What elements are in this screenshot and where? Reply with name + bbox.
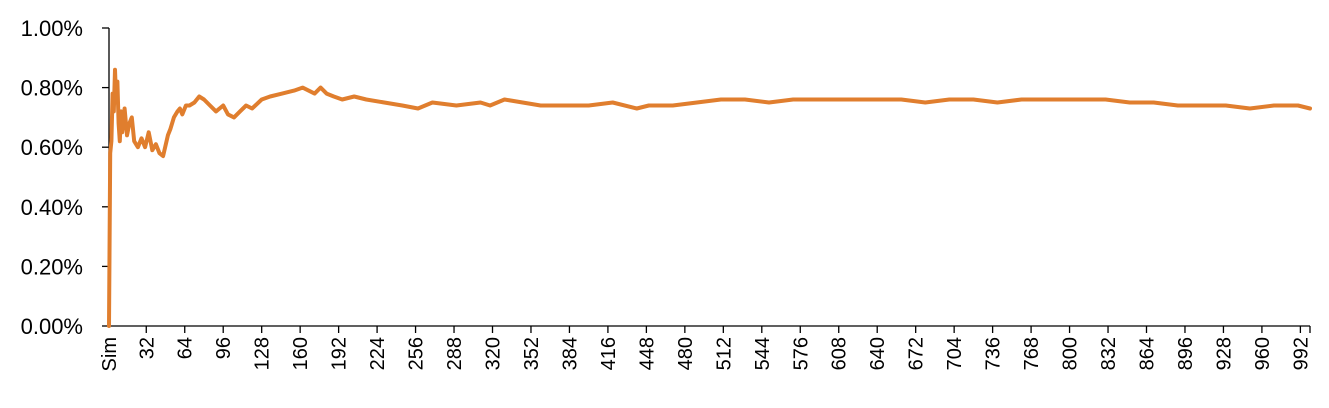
series-line [107,67,1312,328]
x-tick-label: 416 [598,337,620,370]
y-tick-label: 1.00% [21,16,83,41]
y-tick-label: 0.60% [21,135,83,160]
x-tick-label: 224 [367,337,389,370]
x-tick-label: 352 [521,337,543,370]
x-tick-label: 128 [252,337,274,370]
x-tick-label: 32 [136,337,158,359]
x-tick-label: 448 [636,337,658,370]
x-tick-label: 896 [1175,337,1197,370]
x-tick-label: 640 [867,337,889,370]
x-tick-label: 960 [1252,337,1274,370]
x-tick-label: 256 [406,337,428,370]
x-tick-label: 96 [213,337,235,359]
x-tick-label: 160 [290,337,312,370]
y-tick-label: 0.00% [21,314,83,339]
x-tick-label: Sim [99,337,121,371]
x-axis: Sim 32 64 96 128 160 192 224 256 288 320 352 384 416 4… [99,325,1312,371]
x-tick-label: 864 [1137,337,1159,370]
x-tick-label: 672 [906,337,928,370]
x-tick-label: 480 [675,337,697,370]
x-tick-label: 768 [1021,337,1043,370]
x-tick-label: 992 [1290,337,1312,370]
x-tick-label: 64 [175,337,197,359]
y-tick-label: 0.40% [21,195,83,220]
x-tick-label: 288 [444,337,466,370]
x-tick-label: 608 [829,337,851,370]
x-tick-label: 320 [483,337,505,370]
x-tick-label: 512 [713,337,735,370]
x-tick-label: 192 [329,337,351,370]
x-tick-label: 736 [983,337,1005,370]
y-tick-label: 0.80% [21,76,83,101]
x-tick-label: 832 [1098,337,1120,370]
series-group [107,67,1312,328]
y-tick-label: 0.20% [21,254,83,279]
x-tick-label: 704 [944,337,966,370]
x-tick-label: 800 [1060,337,1082,370]
y-axis: 0.00% 0.20% 0.40% 0.60% 0.80% 1.00% [21,16,110,339]
x-tick-label: 928 [1213,337,1235,370]
x-tick-label: 576 [790,337,812,370]
x-tick-label: 384 [559,337,581,370]
x-tick-label: 544 [752,337,774,370]
